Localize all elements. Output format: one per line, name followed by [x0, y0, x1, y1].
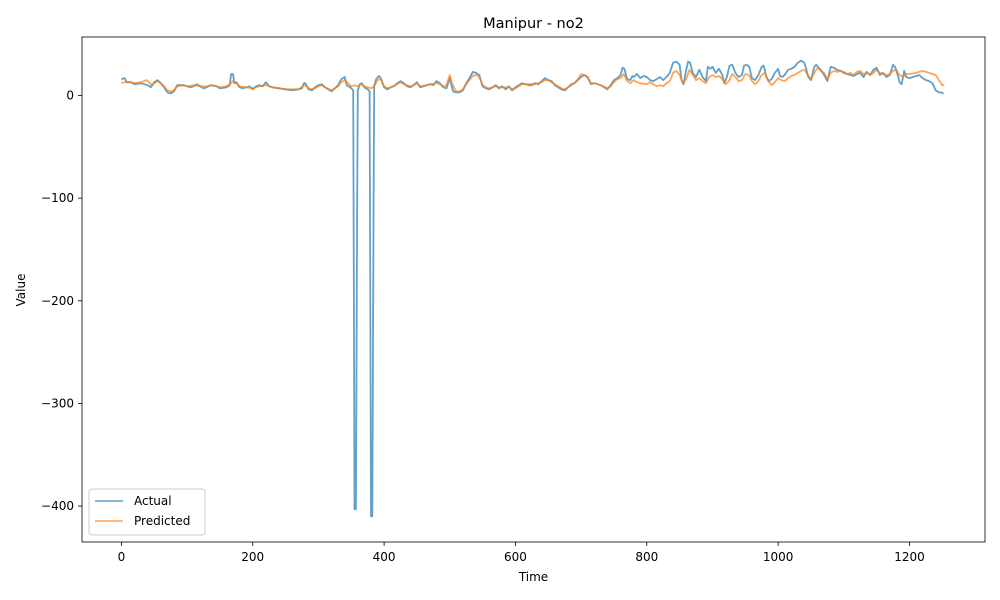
legend-label-actual: Actual	[134, 494, 172, 508]
legend-label-predicted: Predicted	[134, 514, 190, 528]
x-axis-label: Time	[518, 570, 548, 584]
y-tick-label: −300	[41, 396, 74, 410]
plot-frame	[81, 36, 986, 543]
y-tick-label: −400	[41, 499, 74, 513]
series-line-predicted	[121, 66, 945, 93]
x-tick-label: 400	[373, 550, 396, 564]
x-tick-label: 1200	[894, 550, 925, 564]
y-tick-label: −100	[41, 191, 74, 205]
x-axis: 0 200 400 600 800 1000 1200	[118, 542, 925, 564]
chart-title: Manipur - no2	[483, 16, 584, 32]
x-tick-label: 800	[635, 550, 658, 564]
series-layer	[121, 59, 945, 518]
y-axis: 0 −100 −200 −300 −400	[41, 89, 82, 513]
y-tick-label: −200	[41, 294, 74, 308]
x-tick-label: 600	[504, 550, 527, 564]
y-axis-label: Value	[14, 274, 28, 307]
x-tick-label: 0	[118, 550, 126, 564]
x-tick-label: 1000	[763, 550, 794, 564]
x-tick-label: 200	[241, 550, 264, 564]
legend: Actual Predicted	[88, 488, 206, 536]
y-tick-label: 0	[66, 89, 74, 103]
